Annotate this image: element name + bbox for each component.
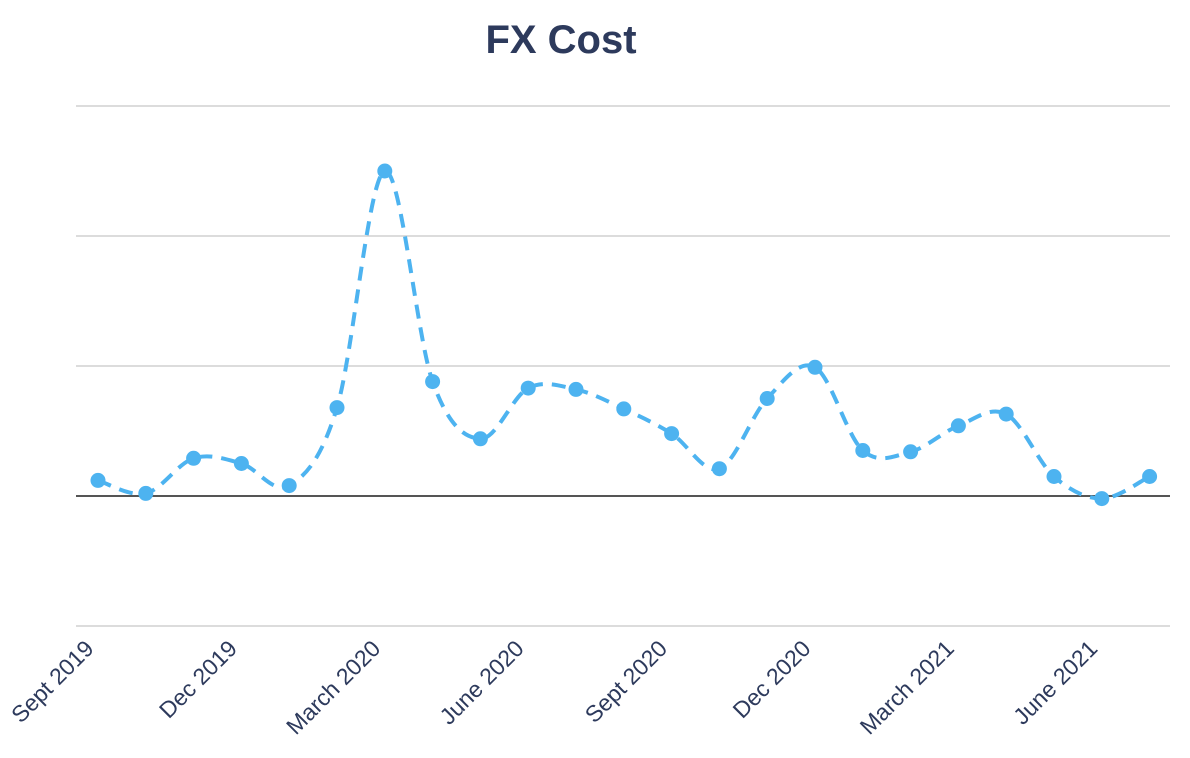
data-point[interactable] [329,400,345,416]
x-tick-label: Dec 2020 [728,635,816,723]
data-point[interactable] [138,485,154,501]
data-point[interactable] [425,374,441,390]
data-point[interactable] [233,456,249,471]
data-point[interactable] [616,401,632,417]
x-axis: Sept 2019 Dec 2019 March 2020 June 2020 Sept… [6,635,1102,739]
x-tick-label: Sept 2019 [6,635,99,728]
data-point[interactable] [664,426,680,442]
data-point[interactable] [759,391,775,406]
data-point[interactable] [998,406,1014,422]
data-point[interactable] [568,381,584,397]
x-tick-label: June 2021 [1008,635,1102,729]
data-point[interactable] [1094,491,1110,507]
x-tick-label: June 2020 [434,635,528,729]
data-point[interactable] [807,359,823,375]
x-tick-label: March 2021 [855,635,959,739]
gridlines [76,105,1170,627]
x-tick-label: Sept 2020 [580,635,673,728]
data-point[interactable] [281,478,297,494]
data-point[interactable] [377,163,393,179]
series-layer [90,163,1158,507]
data-point[interactable] [855,443,871,458]
chart-title: FX Cost [485,18,637,62]
data-point[interactable] [1046,469,1062,484]
data-point[interactable] [950,418,966,434]
data-point[interactable] [472,431,488,447]
x-tick-label: Dec 2019 [154,635,242,723]
data-point[interactable] [520,380,536,396]
data-point[interactable] [1142,469,1158,484]
data-point[interactable] [903,444,919,460]
x-tick-label: March 2020 [281,635,385,739]
data-point[interactable] [90,472,106,488]
data-point[interactable] [711,461,727,477]
data-point[interactable] [186,450,202,466]
series-line [97,169,1151,501]
